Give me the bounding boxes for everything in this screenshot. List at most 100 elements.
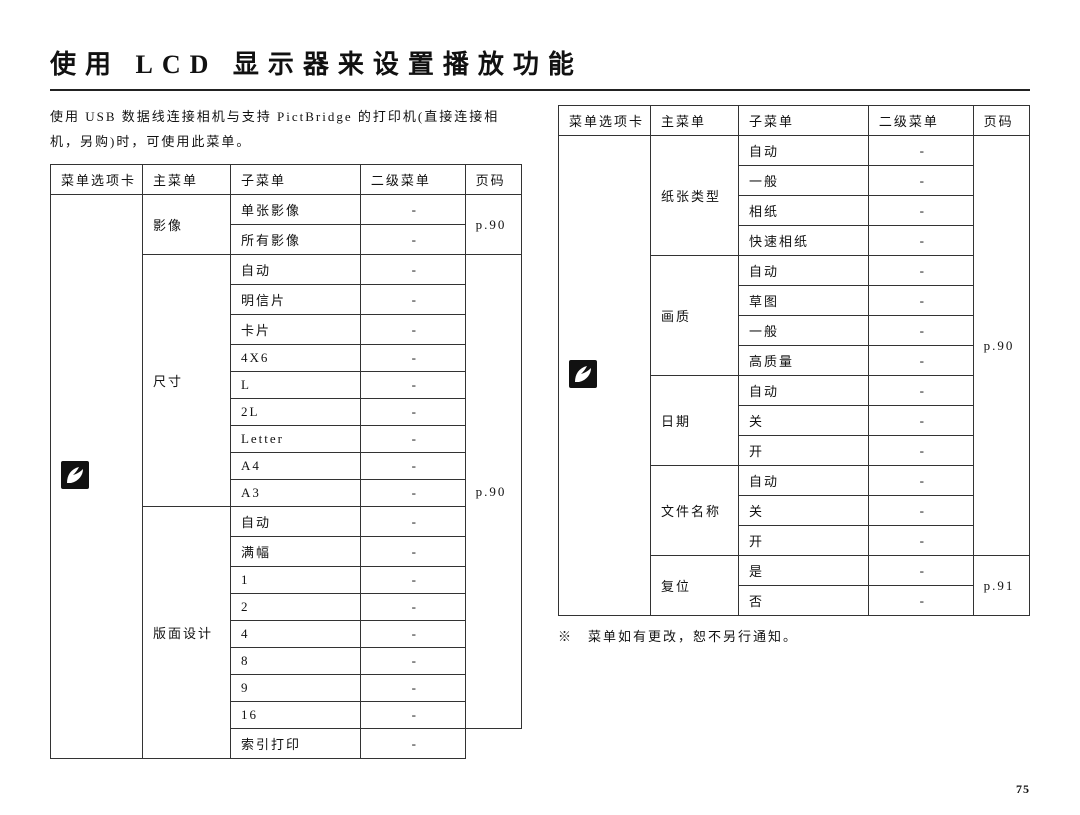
sub-menu-cell: 索引打印 bbox=[230, 729, 360, 759]
tab-icon-cell bbox=[51, 195, 143, 759]
secondary-menu-cell: - bbox=[868, 526, 973, 556]
sub-menu-cell: L bbox=[230, 372, 360, 399]
secondary-menu-cell: - bbox=[360, 507, 465, 537]
sub-menu-cell: 自动 bbox=[230, 507, 360, 537]
sub-menu-cell: 快速相纸 bbox=[738, 226, 868, 256]
sub-menu-cell: 开 bbox=[738, 436, 868, 466]
intro-text: 使用 USB 数据线连接相机与支持 PictBridge 的打印机(直接连接相机… bbox=[50, 105, 522, 154]
col-sec: 二级菜单 bbox=[868, 106, 973, 136]
right-column: 菜单选项卡主菜单子菜单二级菜单页码纸张类型自动-p.90一般-相纸-快速相纸-画… bbox=[558, 105, 1030, 759]
sub-menu-cell: 16 bbox=[230, 702, 360, 729]
sub-menu-cell: 相纸 bbox=[738, 196, 868, 226]
secondary-menu-cell: - bbox=[360, 480, 465, 507]
table-header-row: 菜单选项卡主菜单子菜单二级菜单页码 bbox=[51, 165, 522, 195]
left-column: 使用 USB 数据线连接相机与支持 PictBridge 的打印机(直接连接相机… bbox=[50, 105, 522, 759]
secondary-menu-cell: - bbox=[868, 286, 973, 316]
secondary-menu-cell: - bbox=[360, 729, 465, 759]
col-sub: 子菜单 bbox=[230, 165, 360, 195]
sub-menu-cell: 8 bbox=[230, 648, 360, 675]
sub-menu-cell: 所有影像 bbox=[230, 225, 360, 255]
secondary-menu-cell: - bbox=[868, 196, 973, 226]
footnote: ※ 菜单如有更改，恕不另行通知。 bbox=[558, 626, 1030, 645]
col-tab: 菜单选项卡 bbox=[559, 106, 651, 136]
sub-menu-cell: 一般 bbox=[738, 316, 868, 346]
secondary-menu-cell: - bbox=[868, 436, 973, 466]
sub-menu-cell: 卡片 bbox=[230, 315, 360, 345]
sub-menu-cell: 是 bbox=[738, 556, 868, 586]
col-main: 主菜单 bbox=[651, 106, 739, 136]
secondary-menu-cell: - bbox=[360, 285, 465, 315]
sub-menu-cell: 1 bbox=[230, 567, 360, 594]
sub-menu-cell: A4 bbox=[230, 453, 360, 480]
main-menu-cell: 尺寸 bbox=[143, 255, 231, 507]
secondary-menu-cell: - bbox=[360, 675, 465, 702]
sub-menu-cell: 2 bbox=[230, 594, 360, 621]
sub-menu-cell: 草图 bbox=[738, 286, 868, 316]
secondary-menu-cell: - bbox=[360, 399, 465, 426]
secondary-menu-cell: - bbox=[868, 376, 973, 406]
sub-menu-cell: 否 bbox=[738, 586, 868, 616]
secondary-menu-cell: - bbox=[868, 166, 973, 196]
sub-menu-cell: 开 bbox=[738, 526, 868, 556]
secondary-menu-cell: - bbox=[360, 255, 465, 285]
col-main: 主菜单 bbox=[143, 165, 231, 195]
sub-menu-cell: 满幅 bbox=[230, 537, 360, 567]
secondary-menu-cell: - bbox=[360, 426, 465, 453]
sub-menu-cell: 一般 bbox=[738, 166, 868, 196]
col-sec: 二级菜单 bbox=[360, 165, 465, 195]
pictbridge-icon bbox=[61, 461, 89, 489]
main-menu-cell: 纸张类型 bbox=[651, 136, 739, 256]
secondary-menu-cell: - bbox=[360, 225, 465, 255]
table-row: 影像单张影像-p.90 bbox=[51, 195, 522, 225]
page-ref-cell: p.90 bbox=[465, 195, 521, 255]
secondary-menu-cell: - bbox=[868, 466, 973, 496]
col-page: 页码 bbox=[973, 106, 1029, 136]
secondary-menu-cell: - bbox=[360, 621, 465, 648]
main-menu-cell: 文件名称 bbox=[651, 466, 739, 556]
secondary-menu-cell: - bbox=[868, 496, 973, 526]
sub-menu-cell: 关 bbox=[738, 406, 868, 436]
secondary-menu-cell: - bbox=[360, 567, 465, 594]
page-ref-cell: p.91 bbox=[973, 556, 1029, 616]
right-menu-table: 菜单选项卡主菜单子菜单二级菜单页码纸张类型自动-p.90一般-相纸-快速相纸-画… bbox=[558, 105, 1030, 616]
tab-icon-cell bbox=[559, 136, 651, 616]
table-header-row: 菜单选项卡主菜单子菜单二级菜单页码 bbox=[559, 106, 1030, 136]
sub-menu-cell: 单张影像 bbox=[230, 195, 360, 225]
sub-menu-cell: 9 bbox=[230, 675, 360, 702]
main-menu-cell: 复位 bbox=[651, 556, 739, 616]
secondary-menu-cell: - bbox=[360, 345, 465, 372]
secondary-menu-cell: - bbox=[360, 594, 465, 621]
sub-menu-cell: 关 bbox=[738, 496, 868, 526]
sub-menu-cell: A3 bbox=[230, 480, 360, 507]
secondary-menu-cell: - bbox=[360, 315, 465, 345]
sub-menu-cell: 自动 bbox=[738, 376, 868, 406]
sub-menu-cell: 自动 bbox=[230, 255, 360, 285]
main-menu-cell: 版面设计 bbox=[143, 507, 231, 759]
page-number: 75 bbox=[1016, 782, 1030, 797]
secondary-menu-cell: - bbox=[868, 586, 973, 616]
secondary-menu-cell: - bbox=[360, 195, 465, 225]
sub-menu-cell: 自动 bbox=[738, 136, 868, 166]
main-menu-cell: 画质 bbox=[651, 256, 739, 376]
secondary-menu-cell: - bbox=[360, 537, 465, 567]
secondary-menu-cell: - bbox=[360, 648, 465, 675]
sub-menu-cell: 2L bbox=[230, 399, 360, 426]
pictbridge-icon bbox=[569, 360, 597, 388]
sub-menu-cell: 4X6 bbox=[230, 345, 360, 372]
title-underline bbox=[50, 89, 1030, 91]
col-tab: 菜单选项卡 bbox=[51, 165, 143, 195]
sub-menu-cell: Letter bbox=[230, 426, 360, 453]
secondary-menu-cell: - bbox=[360, 453, 465, 480]
secondary-menu-cell: - bbox=[360, 372, 465, 399]
secondary-menu-cell: - bbox=[868, 556, 973, 586]
page-ref-cell: p.90 bbox=[465, 255, 521, 729]
col-sub: 子菜单 bbox=[738, 106, 868, 136]
secondary-menu-cell: - bbox=[868, 316, 973, 346]
sub-menu-cell: 4 bbox=[230, 621, 360, 648]
sub-menu-cell: 自动 bbox=[738, 256, 868, 286]
col-page: 页码 bbox=[465, 165, 521, 195]
sub-menu-cell: 明信片 bbox=[230, 285, 360, 315]
page-title: 使用 LCD 显示器来设置播放功能 bbox=[50, 44, 1030, 87]
sub-menu-cell: 高质量 bbox=[738, 346, 868, 376]
secondary-menu-cell: - bbox=[868, 256, 973, 286]
